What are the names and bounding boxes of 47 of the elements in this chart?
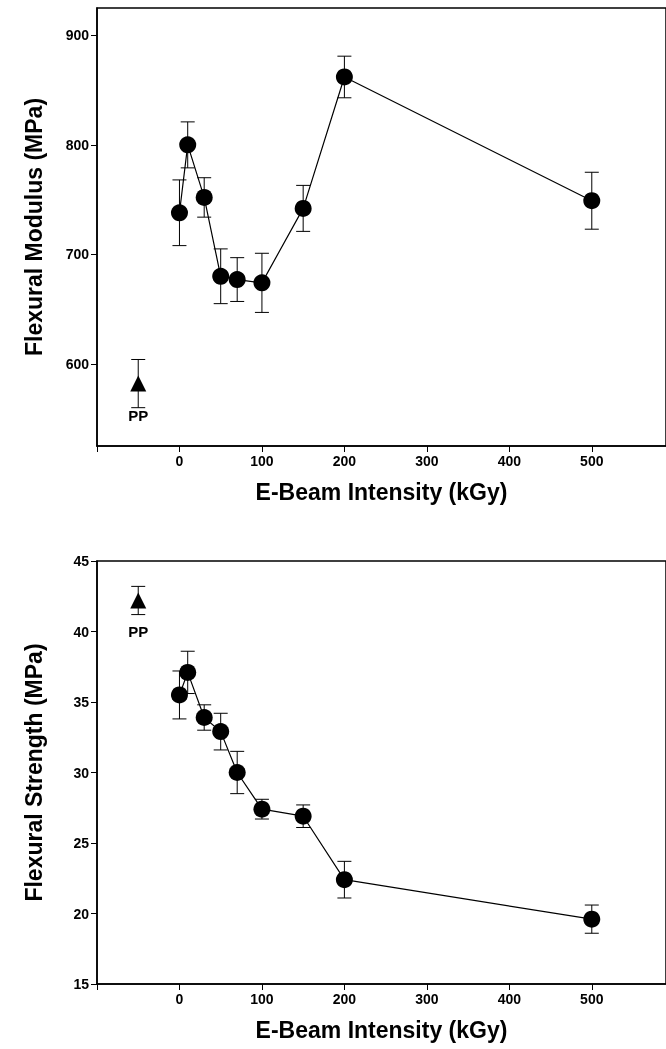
y-tick-label: 35	[73, 694, 90, 710]
point	[294, 199, 312, 217]
annotation: PP	[128, 623, 149, 641]
x-tick-label: 200	[332, 453, 357, 469]
y-axis-title: Flexural Modulus (MPa)	[20, 97, 47, 357]
y-tick-label: 30	[73, 764, 90, 781]
x-tick-label: 200	[332, 991, 357, 1007]
x-tick-label: 100	[250, 991, 274, 1007]
y-tick-label: 20	[73, 905, 90, 922]
y-tick-label: 15	[73, 976, 90, 992]
point	[179, 136, 197, 154]
x-axis-title: E-Beam Intensity (kGy)	[255, 478, 508, 505]
y-tick-label: 900	[65, 27, 90, 44]
point	[195, 709, 213, 727]
y-tick-label: 700	[65, 246, 90, 263]
y-tick-label: 25	[73, 835, 90, 851]
point	[170, 204, 188, 222]
point	[130, 592, 147, 609]
x-tick-label: 300	[415, 991, 439, 1007]
point	[583, 910, 601, 928]
x-tick-label: 400	[497, 453, 522, 469]
point	[179, 663, 197, 681]
annotation: PP	[128, 406, 149, 424]
x-tick-label: 100	[250, 453, 274, 469]
point	[130, 375, 147, 392]
x-tick-label: 0	[175, 991, 184, 1007]
point	[335, 871, 353, 889]
x-tick-label: 400	[497, 991, 522, 1007]
point	[212, 267, 230, 285]
y-tick-label: 45	[73, 553, 90, 569]
y-axis-title: Flexural Strength (MPa)	[20, 643, 47, 902]
x-axis-title: E-Beam Intensity (kGy)	[255, 1016, 508, 1043]
y-tick-label: 40	[73, 623, 90, 640]
x-tick-label: 300	[415, 453, 439, 469]
point	[212, 723, 230, 741]
x-tick-label: 0	[175, 453, 184, 469]
point	[253, 274, 271, 292]
point	[228, 764, 246, 781]
point	[170, 686, 188, 704]
point	[335, 68, 353, 86]
point	[195, 188, 213, 206]
point	[228, 271, 246, 289]
x-tick-label: 500	[580, 991, 604, 1007]
y-tick-label: 600	[65, 355, 90, 372]
point	[583, 192, 601, 210]
x-tick-label: 500	[580, 453, 604, 469]
y-tick-label: 800	[65, 136, 90, 153]
